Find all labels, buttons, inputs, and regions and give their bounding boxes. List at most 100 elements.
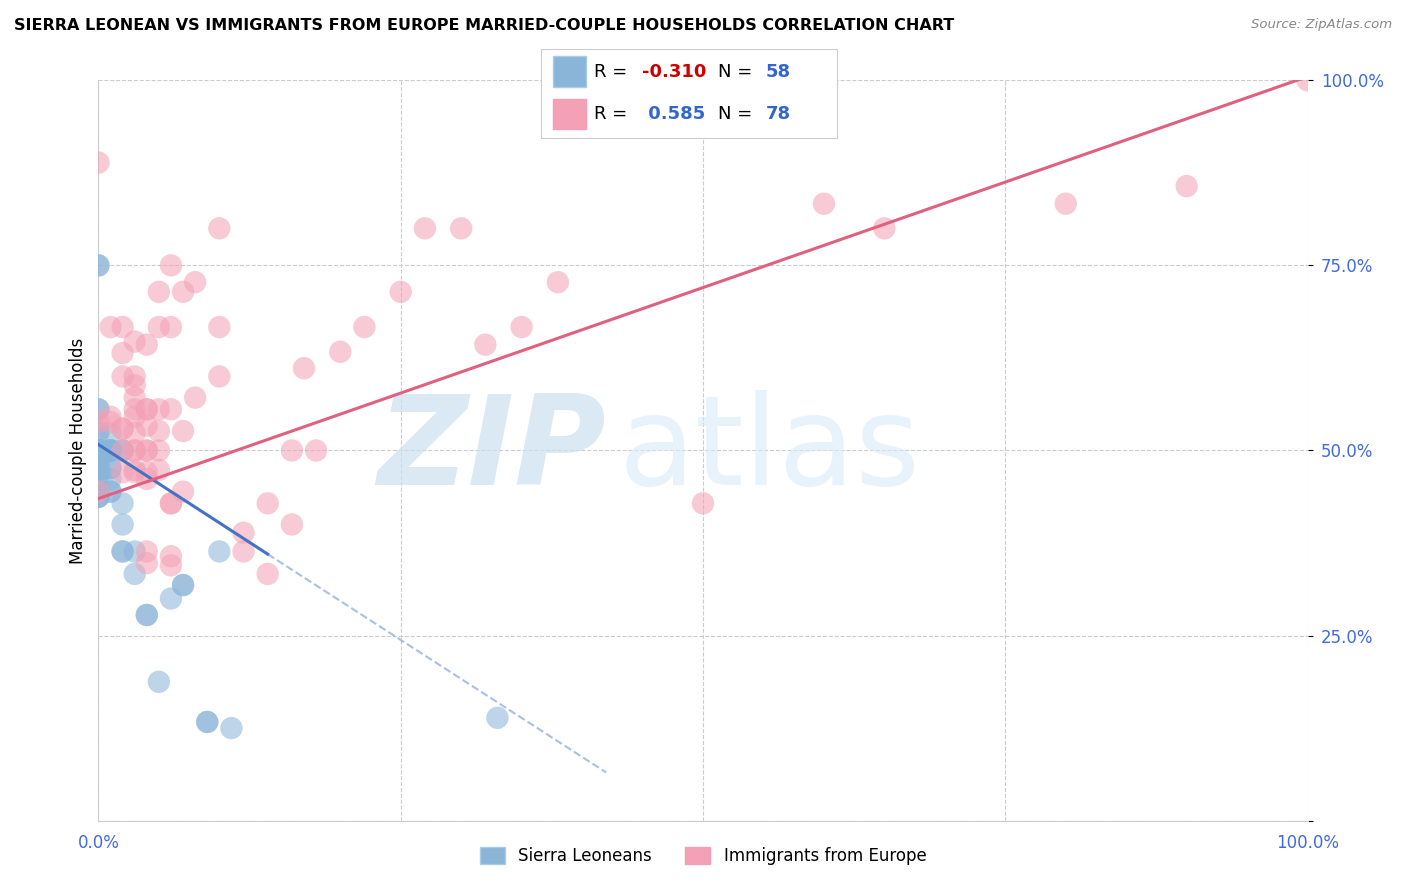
- Point: [100, 461, 122, 475]
- Point: [353, 320, 375, 334]
- Point: [160, 591, 183, 606]
- Point: [87, 458, 110, 472]
- Point: [87, 463, 110, 477]
- Point: [256, 496, 278, 510]
- Text: 0.585: 0.585: [641, 105, 704, 123]
- Point: [195, 714, 218, 729]
- Point: [87, 443, 110, 458]
- Point: [87, 443, 110, 458]
- Point: [111, 320, 134, 334]
- Text: N =: N =: [718, 62, 758, 81]
- Text: ZIP: ZIP: [378, 390, 606, 511]
- Point: [184, 275, 207, 289]
- Text: R =: R =: [595, 105, 634, 123]
- Point: [135, 556, 157, 570]
- Point: [172, 424, 194, 438]
- Point: [87, 443, 110, 458]
- Point: [124, 409, 146, 424]
- Point: [87, 443, 110, 458]
- Point: [135, 402, 157, 417]
- Point: [100, 443, 122, 458]
- Point: [124, 465, 146, 479]
- Point: [135, 418, 157, 433]
- Point: [124, 334, 146, 349]
- Point: [100, 415, 122, 429]
- Point: [87, 443, 110, 458]
- Point: [135, 443, 157, 458]
- Point: [135, 465, 157, 479]
- Point: [111, 544, 134, 558]
- Point: [111, 517, 134, 532]
- Point: [281, 443, 304, 458]
- Point: [87, 402, 110, 417]
- Point: [135, 544, 157, 558]
- Point: [124, 463, 146, 477]
- Point: [87, 443, 110, 458]
- Point: [172, 484, 194, 499]
- Point: [184, 391, 207, 405]
- Y-axis label: Married-couple Households: Married-couple Households: [69, 337, 87, 564]
- FancyBboxPatch shape: [553, 99, 586, 129]
- Point: [292, 361, 315, 376]
- Point: [124, 378, 146, 392]
- Point: [87, 443, 110, 458]
- Point: [486, 711, 509, 725]
- Point: [111, 544, 134, 558]
- Point: [124, 391, 146, 405]
- Point: [1296, 73, 1319, 87]
- Point: [148, 443, 170, 458]
- Point: [87, 402, 110, 417]
- Point: [450, 221, 472, 235]
- Point: [281, 517, 304, 532]
- Point: [148, 674, 170, 689]
- Point: [111, 443, 134, 458]
- Text: Source: ZipAtlas.com: Source: ZipAtlas.com: [1251, 18, 1392, 31]
- Legend: Sierra Leoneans, Immigrants from Europe: Sierra Leoneans, Immigrants from Europe: [472, 840, 934, 871]
- Point: [87, 259, 110, 273]
- Point: [135, 607, 157, 622]
- Point: [111, 369, 134, 384]
- Point: [135, 402, 157, 417]
- Point: [413, 221, 436, 235]
- Point: [256, 566, 278, 581]
- Point: [172, 578, 194, 592]
- Point: [100, 443, 122, 458]
- Point: [135, 607, 157, 622]
- Point: [148, 402, 170, 417]
- Point: [100, 409, 122, 424]
- Point: [232, 544, 254, 558]
- Point: [813, 196, 835, 211]
- Point: [160, 558, 183, 573]
- Point: [135, 472, 157, 486]
- Point: [111, 422, 134, 436]
- Point: [124, 443, 146, 458]
- Point: [100, 443, 122, 458]
- Point: [208, 544, 231, 558]
- Point: [87, 425, 110, 440]
- Point: [87, 468, 110, 483]
- Point: [87, 484, 110, 499]
- Point: [124, 566, 146, 581]
- Point: [111, 496, 134, 510]
- Point: [208, 369, 231, 384]
- Point: [160, 259, 183, 273]
- Point: [124, 425, 146, 440]
- Text: -0.310: -0.310: [641, 62, 706, 81]
- Point: [873, 221, 896, 235]
- Point: [87, 443, 110, 458]
- Point: [87, 443, 110, 458]
- Point: [87, 463, 110, 477]
- Point: [510, 320, 533, 334]
- Point: [87, 424, 110, 438]
- Point: [124, 402, 146, 417]
- Point: [111, 443, 134, 458]
- Point: [87, 259, 110, 273]
- Point: [148, 424, 170, 438]
- Point: [1175, 179, 1198, 194]
- Point: [1054, 196, 1077, 211]
- Point: [135, 337, 157, 351]
- Point: [208, 221, 231, 235]
- Text: R =: R =: [595, 62, 634, 81]
- Point: [160, 402, 183, 417]
- Point: [100, 425, 122, 440]
